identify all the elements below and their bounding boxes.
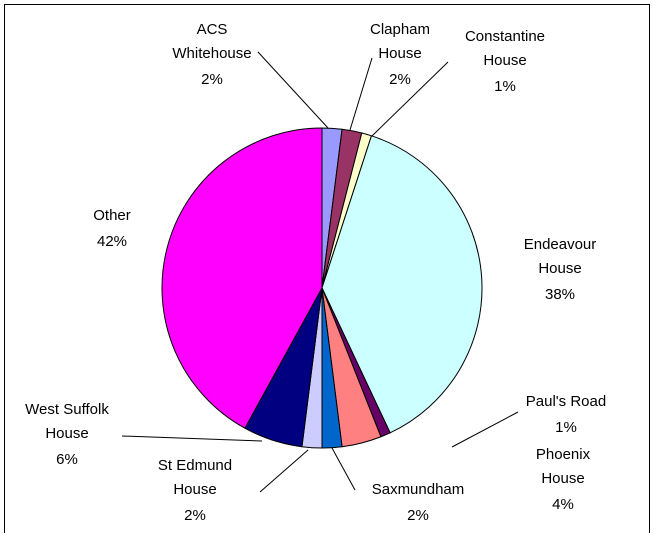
slice-label: Phoenix House [536, 446, 591, 487]
slice-value-label: 2% [407, 507, 429, 524]
leader-line [121, 435, 263, 442]
pie-slice [321, 135, 483, 434]
leader-line [349, 57, 373, 131]
slice-value-label: 42% [97, 233, 127, 250]
slice-label: Paul's Road [526, 393, 606, 410]
leader-line [257, 51, 329, 129]
slice-label: Clapham House [370, 21, 430, 62]
slice-value-label: 4% [552, 496, 574, 513]
slice-label: ACS Whitehouse [172, 21, 251, 62]
slice-value-label: 2% [184, 507, 206, 524]
leader-line [371, 61, 449, 137]
slice-label: Endeavour House [524, 236, 597, 277]
slice-value-label: 1% [555, 419, 577, 436]
slice-value-label: 6% [56, 451, 78, 468]
slice-label: Constantine House [465, 28, 545, 69]
leader-line [331, 447, 356, 491]
slice-label: West Suffolk House [25, 401, 109, 442]
slice-label: Other [93, 207, 131, 224]
slice-value-label: 38% [545, 286, 575, 303]
slice-value-label: 2% [389, 71, 411, 88]
slice-label: St Edmund House [158, 457, 232, 498]
slice-value-label: 1% [494, 78, 516, 95]
slice-value-label: 2% [201, 71, 223, 88]
leader-line [259, 449, 309, 493]
slice-label: Saxmundham [372, 481, 465, 498]
pie-slice [161, 127, 323, 429]
leader-line [451, 411, 519, 448]
